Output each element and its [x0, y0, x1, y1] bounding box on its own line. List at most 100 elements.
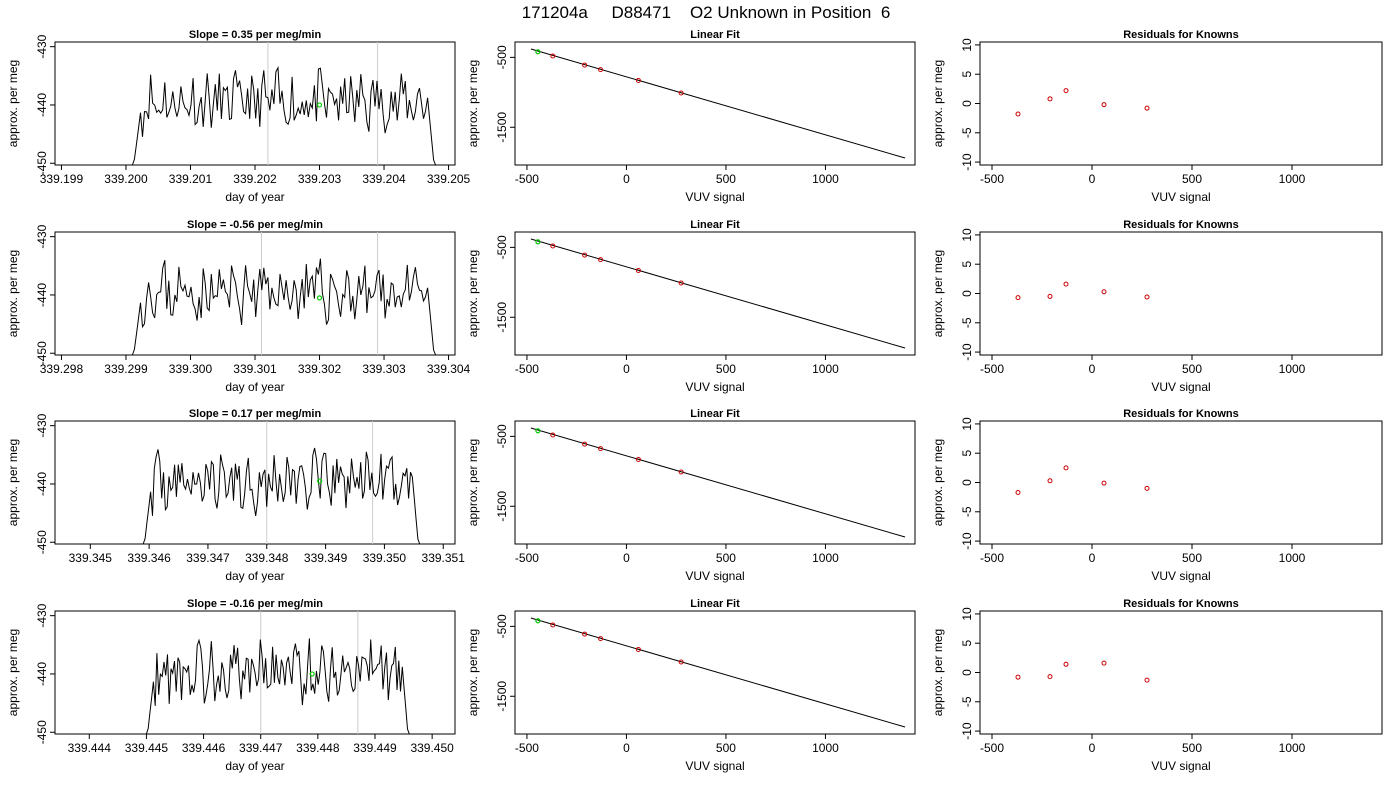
x-axis-label: VUV signal [685, 759, 744, 773]
residual-point [1101, 102, 1107, 108]
plot-frame [54, 231, 456, 356]
plot-frame [514, 610, 916, 735]
y-tick-label: -450 [35, 720, 49, 744]
y-tick-label: 5 [960, 261, 974, 268]
x-tick-label: 500 [1182, 551, 1202, 565]
x-axis-label: day of year [225, 380, 284, 394]
plot-frame [54, 420, 456, 545]
y-tick-label: 0 [960, 290, 974, 297]
y-tick-label: -440 [35, 472, 49, 496]
x-tick-label: 339.448 [296, 741, 340, 755]
residual-point [1063, 281, 1069, 287]
panel: Slope = -0.16 per meg/min 339.444 339.445 3… [6, 598, 456, 773]
x-tick-label: 339.346 [127, 551, 171, 565]
x-tick-label: 0 [623, 551, 630, 565]
panel: Linear Fit -500 0 500 1000 -500 -1500 VUV signa… [466, 598, 916, 773]
y-tick-label: 0 [960, 100, 974, 107]
known-point [598, 67, 604, 73]
panel-title: Slope = -0.56 per meg/min [187, 219, 323, 231]
x-tick-label: 339.348 [245, 551, 289, 565]
panel: Residuals for Knowns -500 0 500 1000 -10 -5 0 5 1… [931, 29, 1383, 204]
residual-point [1144, 677, 1150, 683]
residual-point [1047, 674, 1053, 680]
x-tick-label: 339.350 [363, 551, 407, 565]
y-tick-label: -440 [35, 93, 49, 117]
plot-frame [54, 610, 456, 735]
standard-marker [309, 671, 315, 677]
x-tick-label: 339.347 [186, 551, 230, 565]
known-point [635, 77, 641, 83]
time-series-trace [131, 65, 437, 166]
panel-title: Residuals for Knowns [1123, 219, 1239, 231]
plot-frame [979, 231, 1383, 356]
y-tick-label: 5 [960, 640, 974, 647]
y-tick-label: -1500 [495, 681, 509, 712]
y-tick-label: -430 [35, 413, 49, 437]
x-tick-label: -500 [515, 362, 539, 376]
time-series-trace [142, 447, 421, 545]
x-tick-label: -500 [515, 551, 539, 565]
y-tick-label: -500 [495, 235, 509, 259]
x-tick-label: 500 [1182, 741, 1202, 755]
y-axis-label: approx. per meg [931, 250, 945, 337]
x-axis-label: VUV signal [1151, 380, 1210, 394]
y-tick-label: -440 [35, 283, 49, 307]
x-tick-label: 339.449 [353, 741, 397, 755]
y-tick-label: -5 [960, 506, 974, 517]
known-point [582, 631, 588, 637]
time-series-trace [131, 258, 437, 356]
x-tick-label: 339.302 [298, 362, 342, 376]
panels: Slope = 0.35 per meg/min 339.199 339.200 33… [6, 29, 1383, 773]
standard-point [535, 239, 541, 245]
residual-point [1101, 289, 1107, 295]
known-point [598, 257, 604, 263]
x-tick-label: 339.450 [410, 741, 454, 755]
y-tick-label: -440 [35, 662, 49, 686]
residual-point [1015, 111, 1021, 117]
x-tick-label: 1000 [812, 362, 839, 376]
y-tick-label: 10 [960, 607, 974, 621]
x-tick-label: 500 [716, 551, 736, 565]
x-tick-label: 1000 [1279, 362, 1306, 376]
x-tick-label: 339.301 [233, 362, 277, 376]
known-point [678, 659, 684, 665]
residual-point [1101, 480, 1107, 486]
residual-point [1063, 88, 1069, 94]
residual-point [1015, 489, 1021, 495]
standard-point [535, 49, 541, 55]
known-point [635, 456, 641, 462]
plot-frame [514, 231, 916, 356]
panel: Residuals for Knowns -500 0 500 1000 -10 -5 0 5 1… [931, 598, 1383, 773]
x-axis-label: VUV signal [1151, 190, 1210, 204]
known-point [550, 243, 556, 249]
standard-point [535, 428, 541, 434]
x-tick-label: -500 [980, 362, 1004, 376]
plot-frame [514, 420, 916, 545]
x-axis-label: VUV signal [1151, 569, 1210, 583]
panel-title: Residuals for Knowns [1123, 29, 1239, 41]
x-tick-label: 339.199 [40, 172, 84, 186]
y-axis-label: approx. per meg [931, 629, 945, 716]
x-tick-label: 339.200 [104, 172, 148, 186]
residual-point [1015, 295, 1021, 301]
panel: Slope = -0.56 per meg/min 339.298 339.299 3… [6, 219, 471, 394]
known-point [582, 441, 588, 447]
x-axis-label: VUV signal [685, 190, 744, 204]
y-tick-label: -1500 [495, 491, 509, 522]
y-tick-label: -1500 [495, 112, 509, 143]
y-tick-label: -430 [35, 603, 49, 627]
x-tick-label: 339.299 [104, 362, 148, 376]
panel: Residuals for Knowns -500 0 500 1000 -10 -5 0 5 1… [931, 219, 1383, 394]
x-tick-label: 500 [716, 741, 736, 755]
panel-title: Linear Fit [690, 29, 740, 41]
x-tick-label: 1000 [812, 741, 839, 755]
y-tick-label: -450 [35, 530, 49, 554]
y-tick-label: 10 [960, 417, 974, 431]
x-tick-label: 1000 [1279, 172, 1306, 186]
x-tick-label: 339.201 [169, 172, 213, 186]
y-axis-label: approx. per meg [466, 250, 480, 337]
plot-frame [979, 420, 1383, 545]
y-tick-label: 10 [960, 38, 974, 52]
known-point [678, 469, 684, 475]
panel: Slope = 0.17 per meg/min 339.345 339.346 33… [6, 408, 465, 583]
